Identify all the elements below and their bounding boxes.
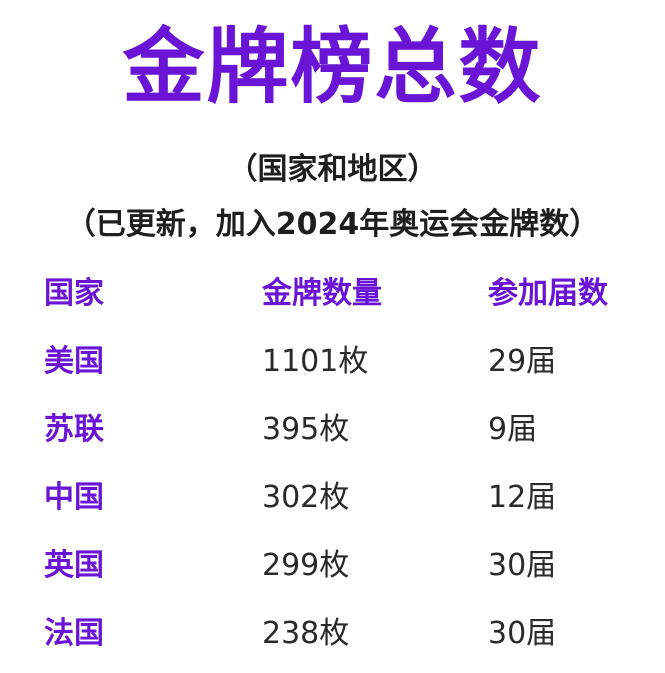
country-name: 美国 bbox=[44, 344, 104, 379]
table-row: 美国 1101枚 29届 bbox=[0, 333, 665, 401]
table-header-row: 国家 金牌数量 参加届数 bbox=[0, 265, 665, 333]
gold-count: 395枚 bbox=[262, 412, 350, 447]
country-name: 法国 bbox=[44, 616, 104, 651]
column-header-country: 国家 bbox=[44, 276, 104, 311]
table-row: 法国 238枚 30届 bbox=[0, 605, 665, 673]
editions-count: 9届 bbox=[488, 412, 538, 447]
editions-count: 30届 bbox=[488, 616, 557, 651]
country-name: 英国 bbox=[44, 548, 104, 583]
page-title: 金牌榜总数 bbox=[122, 20, 543, 115]
column-header-editions: 参加届数 bbox=[488, 276, 608, 311]
editions-count: 30届 bbox=[488, 548, 557, 583]
gold-count: 302枚 bbox=[262, 480, 350, 515]
editions-count: 29届 bbox=[488, 344, 557, 379]
editions-count: 12届 bbox=[488, 480, 557, 515]
table-row: 中国 302枚 12届 bbox=[0, 469, 665, 537]
subtitle-update-note: （已更新，加入2024年奥运会金牌数） bbox=[65, 207, 600, 242]
gold-count: 1101枚 bbox=[262, 344, 369, 379]
table-row: 英国 299枚 30届 bbox=[0, 537, 665, 605]
country-name: 中国 bbox=[44, 480, 104, 515]
medal-table: 国家 金牌数量 参加届数 美国 1101枚 29届 苏联 395枚 9届 中国 … bbox=[0, 265, 665, 673]
gold-count: 238枚 bbox=[262, 616, 350, 651]
country-name: 苏联 bbox=[44, 412, 104, 447]
subtitle-scope: （国家和地区） bbox=[227, 152, 438, 187]
gold-count: 299枚 bbox=[262, 548, 350, 583]
table-row: 苏联 395枚 9届 bbox=[0, 401, 665, 469]
column-header-gold-count: 金牌数量 bbox=[262, 276, 382, 311]
